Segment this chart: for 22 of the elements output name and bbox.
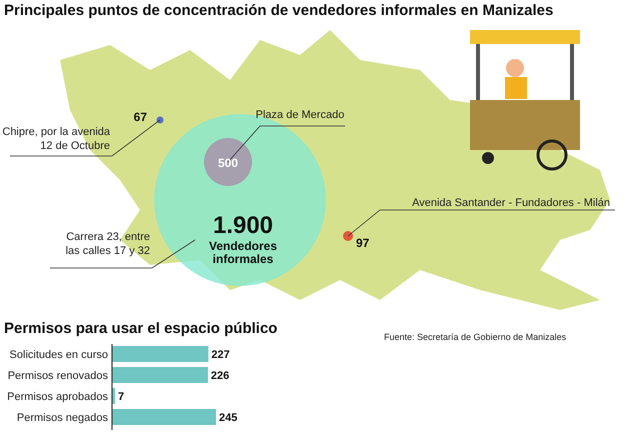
category-label: Plaza de Mercado: [256, 109, 344, 121]
text: Vendedores informales: [208, 239, 278, 266]
data-label: 500: [218, 156, 238, 170]
text: Principales puntos de concentración de vendedores informales en Manizales: [4, 2, 554, 19]
bar: [112, 346, 208, 362]
data-label: 227: [211, 349, 230, 361]
y-tick-label: Permisos renovados: [8, 370, 108, 382]
source-note: Fuente: Secretaría de Gobierno de Manizales: [384, 332, 567, 342]
bar: [112, 409, 216, 425]
chart-title: Permisos para usar el espacio público: [4, 320, 278, 337]
category-label: Carrera 23, entre las calles 17 y 32: [66, 231, 150, 257]
y-tick-label: Permisos negados: [16, 412, 108, 424]
data-label: 226: [210, 370, 230, 382]
data-label: 67: [134, 110, 148, 124]
data-label: 97: [356, 236, 370, 250]
category-label: Avenida Santander - Fundadores - Milán: [412, 197, 610, 209]
y-tick-label: Permisos aprobados: [7, 391, 108, 403]
data-label: 245: [219, 412, 238, 424]
y-tick-label: Solicitudes en curso: [10, 349, 108, 361]
bar: [112, 367, 208, 383]
data-label: 1.900: [212, 212, 274, 239]
data-label: 7: [118, 391, 124, 403]
